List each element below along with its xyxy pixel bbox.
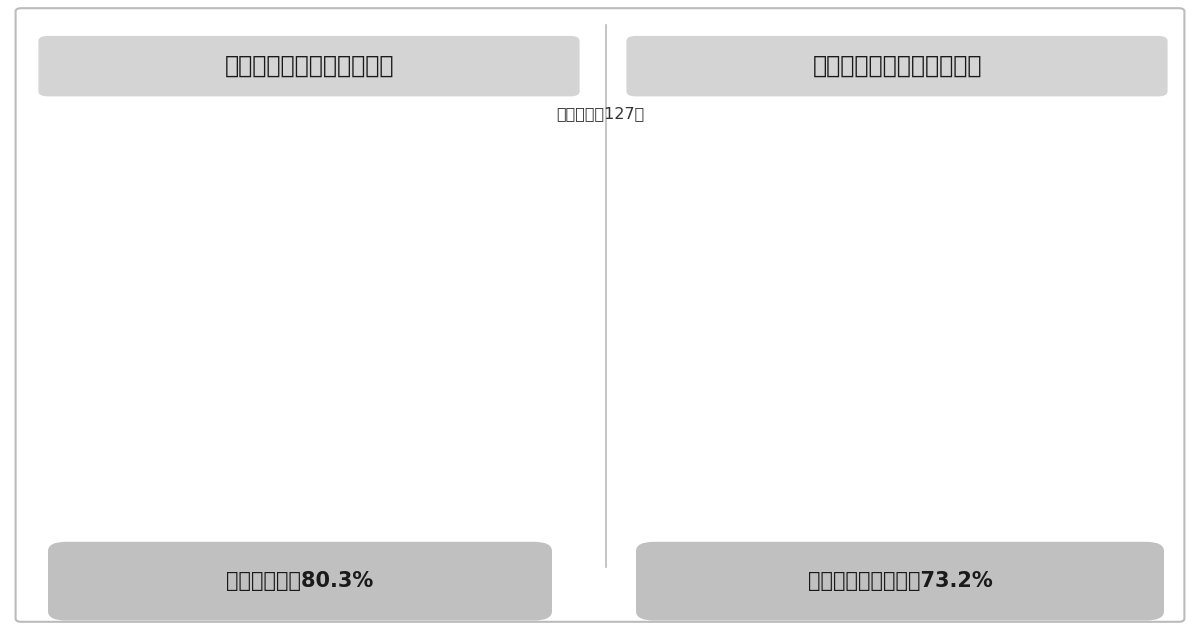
Text: 36.2%: 36.2% bbox=[833, 409, 895, 427]
Text: 全く不安はない: 全く不安はない bbox=[788, 311, 844, 324]
Text: どちらかといえば
不安はない: どちらかといえば 不安はない bbox=[824, 226, 888, 254]
Text: 12.6%: 12.6% bbox=[826, 260, 888, 277]
Text: 不安はない: 不安はない bbox=[787, 273, 827, 285]
Wedge shape bbox=[254, 156, 312, 328]
Wedge shape bbox=[716, 312, 888, 347]
Wedge shape bbox=[150, 166, 312, 328]
Text: 不安がある: 不安がある bbox=[956, 321, 996, 334]
Wedge shape bbox=[888, 248, 1060, 445]
Text: 明確にある: 明確にある bbox=[359, 238, 403, 253]
Text: 24.4%: 24.4% bbox=[347, 262, 415, 281]
Text: 17.3%: 17.3% bbox=[902, 259, 965, 277]
Text: あまりない: あまりない bbox=[217, 237, 260, 252]
Text: 「不安がある派」が73.2%: 「不安がある派」が73.2% bbox=[808, 571, 992, 591]
Text: 全くない: 全くない bbox=[277, 208, 312, 222]
Text: 全体集計：127人: 全体集計：127人 bbox=[556, 106, 644, 121]
Wedge shape bbox=[312, 156, 484, 328]
Text: 19.7%: 19.7% bbox=[946, 347, 1008, 365]
Text: 5.5%: 5.5% bbox=[268, 232, 322, 251]
Wedge shape bbox=[888, 156, 1039, 328]
Wedge shape bbox=[140, 272, 484, 499]
Text: どちらかといえば不安: どちらかといえば不安 bbox=[823, 382, 904, 395]
Text: 将来の理想像はありますか: 将来の理想像はありますか bbox=[224, 54, 395, 77]
Text: 11.0%: 11.0% bbox=[776, 297, 839, 315]
Text: とても不安がある: とても不安がある bbox=[902, 233, 966, 246]
Text: 「ある派」が80.3%: 「ある派」が80.3% bbox=[227, 571, 373, 591]
Wedge shape bbox=[718, 207, 888, 328]
Text: 55.9%: 55.9% bbox=[266, 410, 335, 429]
Wedge shape bbox=[766, 156, 888, 328]
Text: 漠然とある: 漠然とある bbox=[278, 385, 323, 400]
Text: 14.2%: 14.2% bbox=[205, 261, 272, 280]
Wedge shape bbox=[718, 328, 1013, 499]
Text: 3.2%: 3.2% bbox=[791, 335, 841, 353]
Text: 将来への不安はありますか: 将来への不安はありますか bbox=[812, 54, 983, 77]
